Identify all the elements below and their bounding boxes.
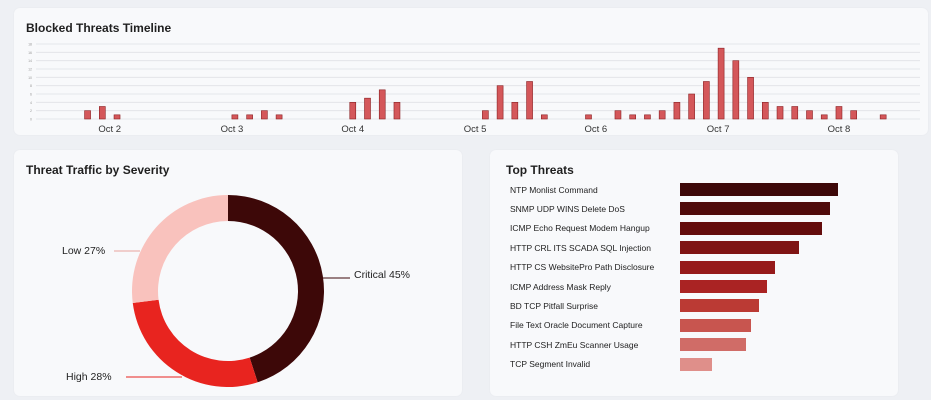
timeline-bar[interactable] <box>261 110 268 120</box>
timeline-bar[interactable] <box>879 114 887 120</box>
timeline-bar[interactable] <box>703 81 710 120</box>
threat-bar[interactable] <box>680 299 759 313</box>
threat-label: HTTP CS WebsitePro Path Disclosure <box>510 262 655 273</box>
threat-label: SNMP UDP WINS Delete DoS <box>510 203 625 214</box>
x-tick-label: Oct 6 <box>585 124 608 135</box>
threat-bar[interactable] <box>680 183 838 196</box>
timeline-bar[interactable] <box>349 102 357 120</box>
threat-bar[interactable] <box>680 202 831 216</box>
y-tick-label: 0 <box>30 118 32 122</box>
donut-slice-low[interactable] <box>132 195 228 304</box>
timeline-bar[interactable] <box>378 89 386 120</box>
timeline-chart: 0 2 4 6 8 10 12 14 16 18 Oct 2 Oct 3 Oct 4 Oct 5 Oct 6… <box>28 43 920 135</box>
timeline-bar[interactable] <box>231 114 239 120</box>
timeline-bar[interactable] <box>717 47 725 120</box>
timeline-panel: Blocked Threats Timeline 0 2 4 6 8 10 12 14 16 18… <box>14 8 928 135</box>
timeline-bar[interactable] <box>246 114 253 120</box>
x-tick-label: Oct 8 <box>828 124 851 135</box>
donut-label-low: Low 27% <box>62 245 105 257</box>
timeline-bar[interactable] <box>526 81 533 120</box>
timeline-x-axis: Oct 2 Oct 3 Oct 4 Oct 5 Oct 6 Oct 7 Oct 8 <box>98 124 850 135</box>
y-tick-label: 4 <box>30 101 32 105</box>
threat-label: HTTP CRL ITS SCADA SQL Injection <box>510 242 651 253</box>
timeline-bar[interactable] <box>747 77 754 120</box>
x-tick-label: Oct 3 <box>221 124 244 135</box>
timeline-bar[interactable] <box>393 102 401 120</box>
top-threats-title: Top Threats <box>506 163 574 177</box>
timeline-bar[interactable] <box>688 93 695 120</box>
timeline-bar[interactable] <box>776 106 784 120</box>
timeline-bar[interactable] <box>482 110 489 120</box>
timeline-bar[interactable] <box>540 114 548 120</box>
timeline-bar[interactable] <box>732 60 740 120</box>
timeline-bar[interactable] <box>658 110 666 120</box>
severity-panel: Threat Traffic by Severity Critical 45% H… <box>14 150 462 396</box>
timeline-bar[interactable] <box>673 102 681 120</box>
timeline-bars <box>84 47 887 120</box>
top-threats-panel: Top Threats NTP Monlist Command SNMP UDP … <box>490 150 898 396</box>
timeline-bar[interactable] <box>791 106 799 120</box>
y-tick-label: 16 <box>28 51 32 55</box>
y-tick-label: 8 <box>30 84 32 88</box>
threat-bar[interactable] <box>680 318 752 332</box>
donut-label-critical: Critical 45% <box>354 269 410 281</box>
timeline-title: Blocked Threats Timeline <box>26 21 172 35</box>
timeline-bar[interactable] <box>585 114 592 120</box>
threat-bar[interactable] <box>680 241 799 255</box>
timeline-bar[interactable] <box>496 85 504 120</box>
threat-bar[interactable] <box>680 338 747 352</box>
threat-bar[interactable] <box>680 221 823 235</box>
timeline-bar[interactable] <box>820 114 828 120</box>
timeline-bar[interactable] <box>275 114 283 120</box>
timeline-bar[interactable] <box>84 110 91 120</box>
timeline-bar[interactable] <box>614 110 622 120</box>
y-tick-label: 18 <box>28 43 32 47</box>
y-tick-label: 2 <box>30 109 32 113</box>
threat-bar[interactable] <box>680 280 767 293</box>
threat-label: NTP Monlist Command <box>510 184 598 195</box>
timeline-bar[interactable] <box>850 110 858 120</box>
x-tick-label: Oct 4 <box>341 124 364 135</box>
y-tick-label: 12 <box>28 68 32 72</box>
x-tick-label: Oct 2 <box>98 124 121 135</box>
threat-label: ICMP Address Mask Reply <box>510 281 611 292</box>
threat-label: HTTP CSH ZmEu Scanner Usage <box>510 339 639 350</box>
threat-bar[interactable] <box>680 260 775 274</box>
threat-label: ICMP Echo Request Modem Hangup <box>510 223 650 234</box>
y-tick-label: 10 <box>28 76 32 80</box>
threat-bar[interactable] <box>680 357 712 371</box>
timeline-bar[interactable] <box>644 114 651 120</box>
timeline-bar[interactable] <box>761 102 769 120</box>
severity-title: Threat Traffic by Severity <box>26 163 170 177</box>
y-tick-label: 6 <box>30 93 32 97</box>
timeline-bar[interactable] <box>99 106 106 120</box>
timeline-bar[interactable] <box>835 106 843 120</box>
timeline-bar[interactable] <box>629 114 637 120</box>
threat-label: TCP Segment Invalid <box>510 359 591 370</box>
donut-label-high: High 28% <box>66 371 112 383</box>
timeline-bar[interactable] <box>806 110 813 120</box>
y-tick-label: 14 <box>28 59 32 63</box>
timeline-bar[interactable] <box>113 114 121 120</box>
timeline-gridlines: 0 2 4 6 8 10 12 14 16 18 <box>28 43 920 122</box>
donut-slice-critical[interactable] <box>228 195 324 383</box>
threat-label: File Text Oracle Document Capture <box>510 320 643 331</box>
threat-label: BD TCP Pitfall Surprise <box>510 300 599 311</box>
timeline-bar[interactable] <box>511 102 519 120</box>
x-tick-label: Oct 7 <box>707 124 730 135</box>
donut-slice-high[interactable] <box>132 299 258 387</box>
timeline-bar[interactable] <box>364 97 371 120</box>
severity-donut-chart: Critical 45% High 28% Low 27% <box>62 195 410 387</box>
x-tick-label: Oct 5 <box>464 124 487 135</box>
